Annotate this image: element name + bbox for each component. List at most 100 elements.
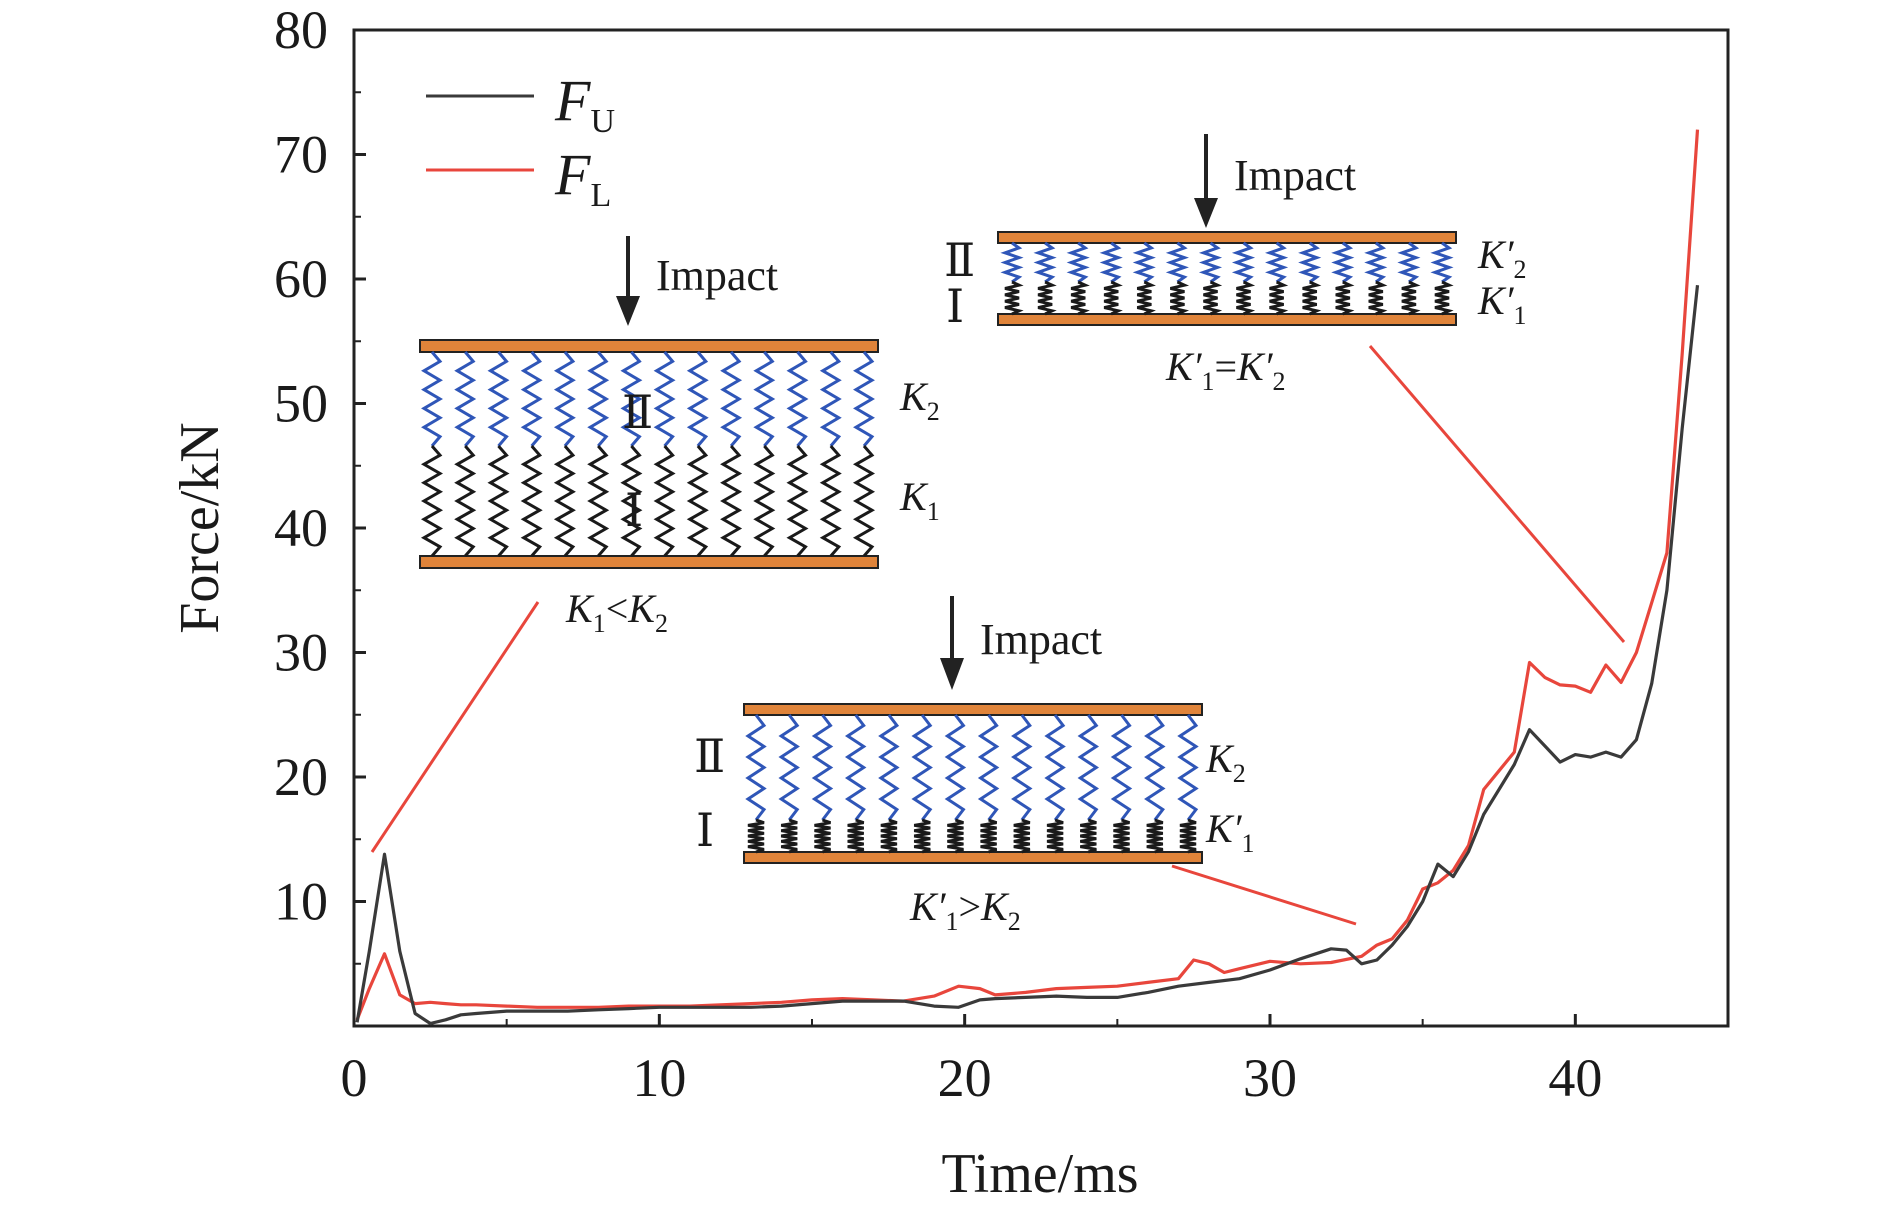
spring-upper: [1033, 241, 1057, 284]
x-tick-label-1: 10: [632, 1048, 686, 1108]
spring-upper: [1177, 714, 1199, 821]
spring-upper: [745, 714, 767, 821]
spring-lower: [1269, 280, 1289, 316]
spring-upper: [1044, 714, 1066, 821]
spring-upper: [1132, 241, 1156, 284]
spring-upper: [487, 351, 510, 447]
spring-lower: [1434, 280, 1454, 316]
inset-caption-b: K′1=K′2: [1165, 344, 1285, 396]
spring-upper: [620, 351, 643, 447]
spring-upper: [853, 351, 875, 447]
series-line-f-u: [355, 285, 1700, 1026]
spring-lower: [1103, 280, 1123, 316]
plate-top-b: [997, 231, 1457, 244]
spring-lower: [454, 445, 477, 557]
spring-upper: [944, 714, 967, 821]
k-upper-label-b: K′2: [1477, 232, 1526, 284]
impact-label-a: Impact: [656, 251, 778, 300]
spring-upper: [1265, 241, 1289, 284]
spring-upper: [1144, 714, 1166, 821]
spring-upper: [844, 714, 867, 821]
inset-caption-c: K′1>K2: [909, 884, 1021, 936]
spring-upper: [1000, 241, 1024, 284]
spring-upper: [1077, 714, 1100, 821]
spring-lower: [1179, 818, 1197, 854]
spring-upper: [911, 714, 933, 821]
spring-upper: [811, 714, 834, 821]
spring-lower: [487, 445, 510, 557]
k-lower-label-b: K′1: [1477, 278, 1526, 330]
spring-lower: [1302, 280, 1322, 316]
spring-upper: [753, 351, 776, 447]
spring-upper: [1331, 241, 1355, 284]
spring-upper: [786, 351, 809, 447]
spring-lower: [913, 818, 931, 854]
spring-upper: [1110, 714, 1133, 821]
layer-label-lower-a: Ⅰ: [625, 485, 643, 536]
y-tick-label-0: 10: [274, 872, 328, 932]
springs-b: [1000, 241, 1454, 316]
spring-lower: [747, 818, 765, 854]
spring-lower: [753, 445, 776, 557]
spring-upper: [653, 351, 676, 447]
spring-upper: [421, 351, 443, 447]
spring-lower: [786, 445, 809, 557]
spring-lower: [1037, 280, 1057, 316]
axis-ticks: [352, 28, 1729, 1026]
y-tick-label-1: 20: [274, 747, 328, 807]
impact-arrow-head-c: [940, 658, 964, 690]
spring-lower: [947, 818, 964, 854]
inset-caption-a: K1<K2: [565, 586, 668, 638]
x-tick-label-4: 40: [1548, 1048, 1602, 1108]
leader-line-a: [370, 601, 540, 853]
spring-upper: [1364, 241, 1388, 284]
spring-lower: [553, 445, 576, 557]
inset-diagram-a: Impact Ⅱ Ⅰ K2 K1 K1<K2: [419, 236, 940, 638]
x-tick-label-0: 0: [341, 1048, 368, 1108]
spring-upper: [1397, 241, 1421, 284]
layer-label-lower-b: Ⅰ: [946, 281, 964, 332]
spring-lower: [1113, 818, 1130, 854]
spring-lower: [686, 445, 709, 557]
spring-lower: [852, 445, 876, 557]
spring-lower: [1136, 280, 1156, 316]
impact-arrow-head-b: [1194, 198, 1218, 228]
inset-diagram-b: Impact Ⅱ Ⅰ K′2 K′1 K′1=K′2: [944, 134, 1526, 396]
spring-upper: [1099, 241, 1123, 284]
legend-label-fl: FL: [554, 142, 611, 214]
y-tick-label-2: 30: [274, 623, 328, 683]
layer-label-upper-a: Ⅱ: [622, 387, 653, 438]
x-tick-label-3: 30: [1243, 1048, 1297, 1108]
leader-line-b: [1368, 345, 1626, 643]
spring-upper: [520, 351, 543, 447]
layer-label-upper-c: Ⅱ: [694, 731, 725, 782]
springs-a: [420, 351, 876, 557]
spring-lower: [1203, 280, 1223, 316]
legend-label-fu: FU: [554, 68, 615, 140]
spring-lower: [587, 445, 610, 557]
spring-upper: [1231, 241, 1256, 284]
spring-lower: [1335, 280, 1355, 316]
spring-lower: [420, 445, 444, 557]
spring-lower: [1401, 280, 1421, 316]
spring-upper: [778, 714, 800, 821]
spring-upper: [878, 714, 900, 821]
spring-lower: [1368, 280, 1388, 316]
plate-bottom-b: [997, 313, 1457, 326]
spring-lower: [1146, 818, 1164, 854]
x-tick-label-2: 20: [938, 1048, 992, 1108]
spring-lower: [1046, 818, 1064, 854]
y-tick-label-3: 40: [274, 498, 328, 558]
spring-upper: [1066, 241, 1090, 284]
spring-lower: [1170, 280, 1190, 316]
spring-lower: [1004, 280, 1024, 316]
spring-lower: [1013, 818, 1031, 854]
spring-upper: [587, 351, 610, 447]
spring-lower: [520, 445, 543, 557]
legend: FU FL: [426, 68, 615, 214]
y-axis-title: Force/kN: [169, 422, 231, 634]
spring-upper: [720, 351, 743, 447]
x-axis-title: Time/ms: [941, 1143, 1138, 1205]
leader-line-c: [1171, 864, 1357, 926]
